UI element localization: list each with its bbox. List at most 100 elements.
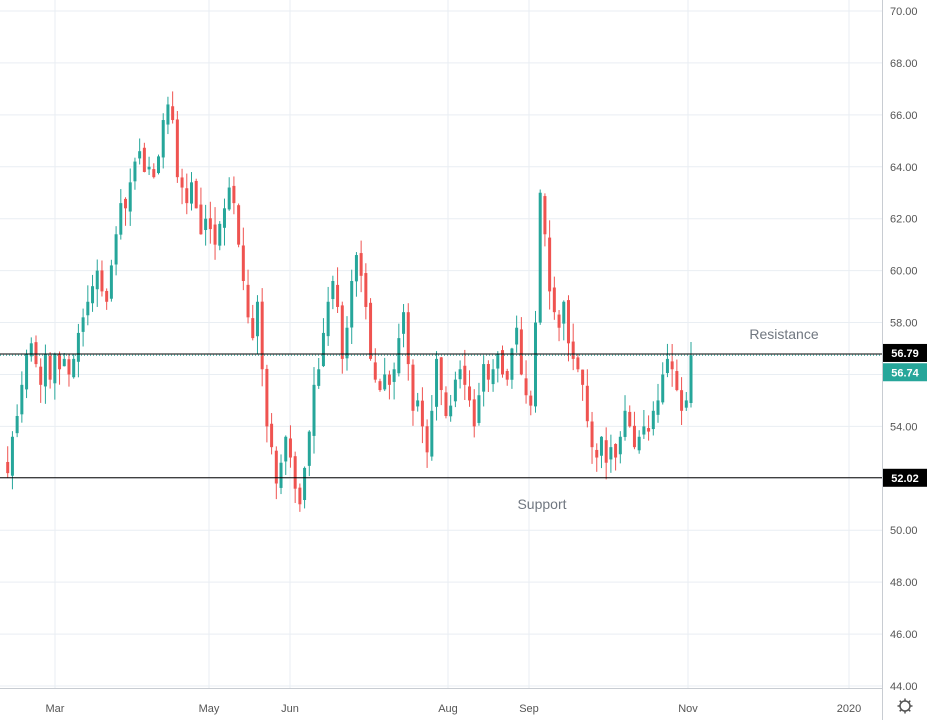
x-tick-label: May xyxy=(199,703,220,715)
candle-body-down xyxy=(246,284,250,318)
candle-body-down xyxy=(444,392,448,416)
candle-body-up xyxy=(331,281,335,300)
candle-body-up xyxy=(307,431,311,466)
candle-body-down xyxy=(595,449,599,458)
candle-body-up xyxy=(114,234,118,265)
candle-body-down xyxy=(270,423,274,448)
candle-body-up xyxy=(491,369,495,385)
candle-body-up xyxy=(62,358,66,367)
candle-body-down xyxy=(199,204,203,235)
candle-body-up xyxy=(204,218,208,231)
candle-body-down xyxy=(468,386,472,401)
resistance-price-tag: 56.79 xyxy=(883,343,927,362)
candle-body-down xyxy=(359,253,363,276)
candle-body-down xyxy=(208,218,212,230)
candle-body-down xyxy=(670,361,674,370)
candle-body-down xyxy=(632,425,636,448)
candle-body-up xyxy=(383,374,387,390)
y-tick-label: 44.00 xyxy=(890,681,918,693)
candle-body-up xyxy=(20,384,24,415)
candle-body-down xyxy=(571,341,575,359)
y-tick-label: 48.00 xyxy=(890,577,918,589)
candle-body-up xyxy=(279,462,283,488)
candle-body-down xyxy=(340,305,344,359)
y-tick-label: 66.00 xyxy=(890,110,918,122)
candle-body-down xyxy=(105,290,109,302)
candle-body-up xyxy=(25,353,29,390)
y-tick-label: 46.00 xyxy=(890,629,918,641)
support-price-tag-text: 52.02 xyxy=(891,473,919,485)
candle-body-up xyxy=(392,369,396,382)
candle-body-up xyxy=(86,301,90,316)
candle-body-down xyxy=(48,355,52,380)
candle-body-down xyxy=(472,399,476,427)
gear-icon[interactable] xyxy=(897,698,913,714)
candle-body-up xyxy=(10,436,14,476)
candle-body-down xyxy=(604,440,608,463)
grid xyxy=(0,0,882,688)
candle-body-up xyxy=(157,156,161,174)
candle-body-down xyxy=(590,421,594,448)
candle-body-up xyxy=(161,120,165,158)
gear-ring xyxy=(899,700,911,712)
candle-body-down xyxy=(505,371,509,380)
candle-body-down xyxy=(524,378,528,396)
candle-body-up xyxy=(449,405,453,417)
resistance-label: Resistance xyxy=(749,326,818,342)
candle-body-down xyxy=(67,359,71,375)
candle-body-up xyxy=(72,358,76,378)
x-tick-label: Nov xyxy=(678,703,698,715)
candle-body-up xyxy=(128,182,132,212)
candle-body-down xyxy=(548,237,552,292)
candle-body-up xyxy=(189,182,193,204)
candle-body-up xyxy=(637,436,641,451)
candle-body-up xyxy=(317,369,321,386)
y-tick-label: 58.00 xyxy=(890,318,918,330)
last-price-tag: 56.74 xyxy=(883,363,927,382)
resistance-price-tag-text: 56.79 xyxy=(891,348,919,360)
candle-body-down xyxy=(378,381,382,391)
candle-body-down xyxy=(529,395,533,406)
candle-body-up xyxy=(53,353,57,384)
candle-body-up xyxy=(689,355,693,404)
candle-body-up xyxy=(642,426,646,435)
candle-body-down xyxy=(576,357,580,370)
candle-body-down xyxy=(100,270,104,292)
candle-body-down xyxy=(614,443,618,458)
candle-body-down xyxy=(142,147,146,172)
candle-body-down xyxy=(420,400,424,427)
candle-body-down xyxy=(439,357,443,391)
candle-body-up xyxy=(416,400,420,407)
candle-body-down xyxy=(171,106,175,121)
candle-body-up xyxy=(661,374,665,403)
candle-body-up xyxy=(510,348,514,380)
candle-body-up xyxy=(95,270,99,290)
candle-body-down xyxy=(552,287,556,313)
candle-body-up xyxy=(133,161,137,182)
candle-body-up xyxy=(119,203,123,235)
candle-body-down xyxy=(237,205,241,245)
candle-body-down xyxy=(194,180,198,209)
candle-body-down xyxy=(185,188,189,204)
candle-body-up xyxy=(402,312,406,334)
candle-body-down xyxy=(585,385,589,422)
candle-body-down xyxy=(387,374,391,385)
candle-body-up xyxy=(15,416,19,434)
gear-tooth xyxy=(899,709,902,712)
candle-body-up xyxy=(430,410,434,457)
y-tick-label: 64.00 xyxy=(890,162,918,174)
gear-tooth xyxy=(908,709,911,712)
candle-body-down xyxy=(486,363,490,380)
candle-body-down xyxy=(411,364,415,411)
candle-body-up xyxy=(458,369,462,380)
candle-body-down xyxy=(293,456,297,489)
candle-body-down xyxy=(647,428,651,432)
candle-body-up xyxy=(496,353,500,369)
candle-body-down xyxy=(152,169,156,178)
candle-body-up xyxy=(29,343,33,357)
candles xyxy=(6,91,693,512)
candle-body-up xyxy=(303,467,307,501)
candle-body-down xyxy=(39,366,43,385)
